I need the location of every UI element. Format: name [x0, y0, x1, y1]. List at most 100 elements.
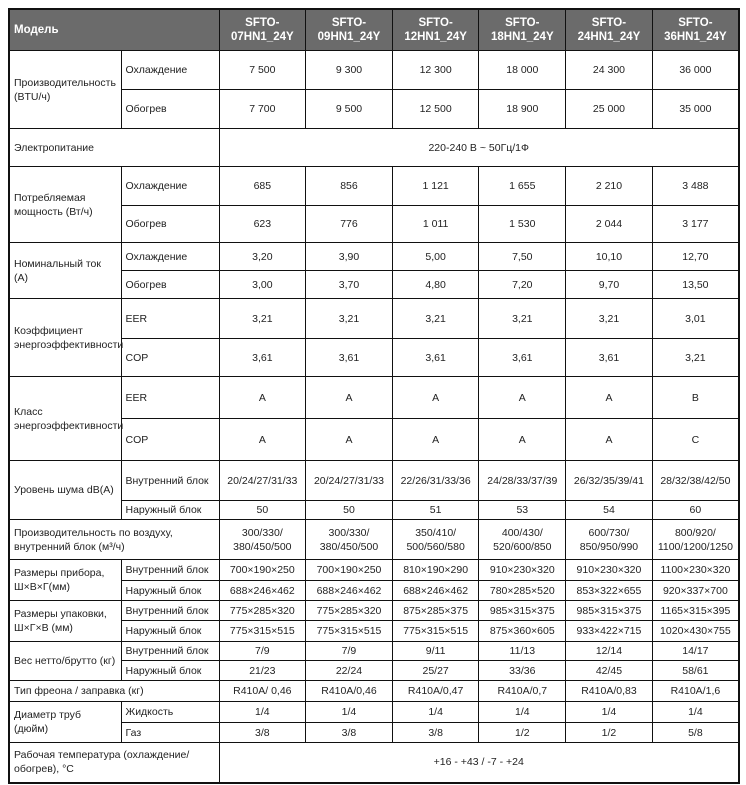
- value-cell: 775×315×515: [391, 620, 480, 642]
- value-cell: 36 000: [651, 50, 740, 90]
- value-cell: 1/4: [651, 701, 740, 723]
- value-cell: 12 300: [391, 50, 480, 90]
- value-cell: 24/28/33/37/39: [478, 460, 567, 501]
- value-cell: 3,70: [305, 270, 393, 299]
- table-row: Обогрев 3,00 3,70 4,80 7,20 9,70 13,50: [9, 270, 740, 299]
- value-cell: R410A/ 0,46: [218, 680, 307, 702]
- value-cell: 1/4: [478, 701, 567, 723]
- value-cell: 300/330/ 380/450/500: [218, 519, 307, 560]
- model-column-header: SFTO- 07HN1_24Y: [218, 8, 307, 51]
- value-cell: 688×246×462: [218, 580, 307, 601]
- row-label: Размеры прибора, Ш×В×Г(мм): [8, 559, 122, 601]
- value-cell: 780×285×520: [478, 580, 567, 601]
- row-sublabel: Наружный блок: [120, 620, 220, 642]
- value-cell: 18 900: [478, 89, 567, 129]
- row-sublabel: Охлаждение: [120, 242, 220, 271]
- value-cell: A: [565, 376, 653, 419]
- value-cell: 12 500: [391, 89, 480, 129]
- value-cell: 24 300: [565, 50, 653, 90]
- value-cell: 18 000: [478, 50, 567, 90]
- value-cell: 33/36: [478, 660, 567, 681]
- value-cell: 50: [218, 500, 307, 520]
- value-cell: 50: [305, 500, 393, 520]
- value-cell: 3/8: [218, 722, 307, 743]
- value-cell: 776: [305, 205, 393, 243]
- spanned-value-cell: +16 - +43 / -7 - +24: [218, 742, 740, 783]
- model-name-line: 12HN1_24Y: [404, 31, 467, 43]
- value-cell: 7/9: [305, 641, 393, 661]
- row-sublabel: EER: [120, 376, 220, 419]
- value-cell: 4,80: [391, 270, 480, 299]
- value-cell: 920×337×700: [651, 580, 740, 601]
- value-cell: 1 530: [478, 205, 567, 243]
- table-row: Класс энергоэффективности EER A A A A A B: [8, 376, 740, 461]
- value-cell: 688×246×462: [305, 580, 393, 601]
- model-name-line: SFTO-: [505, 17, 540, 29]
- value-cell: A: [305, 376, 393, 419]
- value-cell: A: [391, 376, 480, 419]
- row-label: Рабочая температура (охлаждение/ обогрев…: [8, 742, 220, 783]
- value-cell: 688×246×462: [391, 580, 480, 601]
- row-sublabel: COP: [120, 418, 220, 461]
- value-cell: 700×190×250: [305, 559, 393, 581]
- value-cell: A: [305, 418, 393, 461]
- table-row: Коэффициент энергоэффективности EER 3,21 3,…: [8, 298, 740, 377]
- value-cell: 3,21: [651, 338, 740, 377]
- value-cell: 1 121: [391, 166, 480, 206]
- value-cell: 685: [218, 166, 307, 206]
- row-sublabel: Обогрев: [120, 205, 220, 243]
- value-cell: 3,61: [391, 338, 480, 377]
- row-label: Электропитание: [8, 128, 220, 167]
- row-label: Уровень шума dB(A): [8, 460, 122, 520]
- value-cell: 3 488: [651, 166, 740, 206]
- value-cell: 1/4: [391, 701, 480, 723]
- table-row: Наружный блок 21/23 22/24 25/27 33/36 42/45 58…: [9, 660, 740, 681]
- model-name-line: 09HN1_24Y: [317, 31, 381, 43]
- row-sublabel: Внутренний блок: [120, 600, 220, 621]
- row-sublabel: Внутренний блок: [120, 460, 220, 501]
- table-row: COP 3,61 3,61 3,61 3,61 3,61 3,21: [9, 338, 740, 377]
- model-name-line: SFTO-: [245, 17, 280, 29]
- value-cell: 1020×430×755: [651, 620, 740, 642]
- value-cell: 9,70: [565, 270, 653, 299]
- table-row: Электропитание 220-240 В ~ 50Гц/1Ф: [8, 128, 740, 167]
- value-cell: 775×315×515: [218, 620, 307, 642]
- value-cell: 985×315×375: [478, 600, 567, 621]
- value-cell: 3,61: [305, 338, 393, 377]
- table-row: Диаметр труб (дюйм) Жидкость 1/4 1/4 1/4 1/4 1…: [8, 701, 740, 743]
- value-cell: 910×230×320: [565, 559, 653, 581]
- table-row: Наружный блок 775×315×515 775×315×515 775×3…: [9, 620, 740, 642]
- value-cell: 3,61: [218, 338, 307, 377]
- table-row: Тип фреона / заправка (кг) R410A/ 0,46 R41…: [8, 680, 740, 702]
- row-label: Коэффициент энергоэффективности: [8, 298, 123, 377]
- value-cell: 300/330/ 380/450/500: [305, 519, 393, 560]
- specs-table: Модель SFTO- 07HN1_24Y SFTO- 09HN1_24Y SFTO-…: [8, 8, 740, 784]
- table-row: Уровень шума dB(A) Внутренний блок 20/24/2…: [8, 460, 740, 520]
- table-row: Обогрев 7 700 9 500 12 500 18 900 25 000 35 00…: [9, 89, 740, 129]
- model-name-line: SFTO-: [418, 17, 453, 29]
- value-cell: 9 500: [305, 89, 393, 129]
- row-label: Производительность (BTU/ч): [8, 50, 122, 129]
- value-cell: 1/2: [478, 722, 567, 743]
- value-cell: 25/27: [391, 660, 480, 681]
- value-cell: 2 210: [565, 166, 653, 206]
- value-cell: 10,10: [565, 242, 653, 271]
- value-cell: 875×360×605: [478, 620, 567, 642]
- row-label: Номинальный ток (А): [8, 242, 122, 299]
- value-cell: A: [218, 418, 307, 461]
- value-cell: 20/24/27/31/33: [305, 460, 393, 501]
- value-cell: 1165×315×395: [651, 600, 740, 621]
- value-cell: 7/9: [218, 641, 307, 661]
- value-cell: 3,01: [651, 298, 740, 339]
- value-cell: 51: [391, 500, 480, 520]
- row-sublabel: Газ: [120, 722, 220, 743]
- value-cell: B: [651, 376, 740, 419]
- value-cell: 3,61: [478, 338, 567, 377]
- value-cell: 42/45: [565, 660, 653, 681]
- row-label: Класс энергоэффективности: [8, 376, 123, 461]
- value-cell: 1/2: [565, 722, 653, 743]
- value-cell: 800/920/ 1100/1200/1250: [651, 519, 740, 560]
- table-row: Обогрев 623 776 1 011 1 530 2 044 3 177: [9, 205, 740, 243]
- table-row: Номинальный ток (А) Охлаждение 3,20 3,90 5,0…: [8, 242, 740, 299]
- value-cell: 7,20: [478, 270, 567, 299]
